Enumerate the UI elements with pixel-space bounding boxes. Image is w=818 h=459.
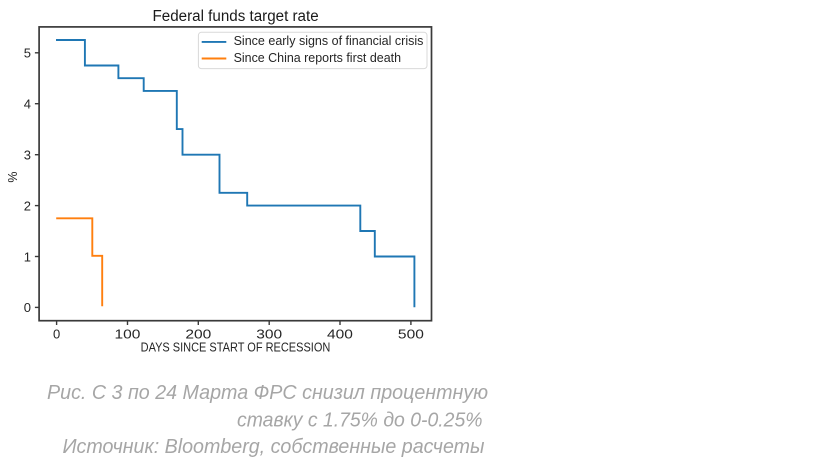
svg-text:1: 1 <box>24 249 31 264</box>
svg-text:Источник: Bloomberg, собственн: Источник: Bloomberg, собственные расчеты <box>63 436 485 458</box>
svg-text:Since early signs of financial: Since early signs of financial crisis <box>234 34 424 48</box>
svg-text:300: 300 <box>256 327 282 342</box>
svg-text:Federal funds target rate: Federal funds target rate <box>153 8 319 25</box>
svg-text:DAYS SINCE START OF RECESSION: DAYS SINCE START OF RECESSION <box>141 341 331 355</box>
svg-text:ставку с 1.75% до 0-0.25%: ставку с 1.75% до 0-0.25% <box>237 409 483 431</box>
svg-text:3: 3 <box>24 148 31 163</box>
svg-text:500: 500 <box>398 327 424 342</box>
svg-text:Since China reports first deat: Since China reports first death <box>234 51 401 65</box>
svg-text:200: 200 <box>185 327 211 342</box>
svg-text:5: 5 <box>24 46 31 61</box>
svg-text:Рис. С 3 по 24 Марта ФРС снизи: Рис. С 3 по 24 Марта ФРС снизил процентн… <box>47 382 488 404</box>
svg-text:100: 100 <box>115 327 141 342</box>
svg-text:0: 0 <box>53 327 60 342</box>
svg-text:0: 0 <box>24 300 31 315</box>
svg-text:400: 400 <box>327 327 353 342</box>
svg-text:%: % <box>6 171 20 182</box>
svg-text:2: 2 <box>24 198 31 213</box>
svg-text:4: 4 <box>24 97 31 112</box>
